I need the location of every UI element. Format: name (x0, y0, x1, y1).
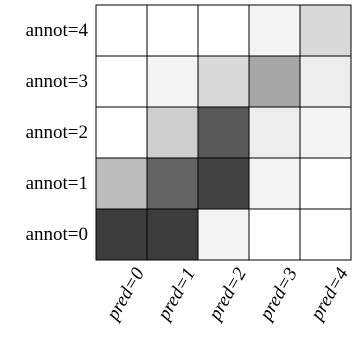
heatmap-cell-annot2-pred2 (198, 107, 249, 158)
x-tick-label: pred=0 (101, 264, 149, 326)
heatmap-cell-annot2-pred1 (147, 107, 198, 158)
x-tick-label: pred=1 (152, 264, 199, 325)
y-tick-label: annot=0 (26, 224, 88, 245)
y-tick-label: annot=1 (26, 173, 88, 194)
heatmap-cell-annot3-pred3 (249, 56, 300, 107)
heatmap-cell-annot4-pred4 (300, 5, 351, 56)
heatmap-cell-annot4-pred2 (198, 5, 249, 56)
heatmap-cell-annot4-pred1 (147, 5, 198, 56)
heatmap-cell-annot3-pred2 (198, 56, 249, 107)
x-tick-label: pred=4 (305, 264, 353, 326)
heatmap-cell-annot1-pred2 (198, 158, 249, 209)
heatmap-cell-annot0-pred1 (147, 209, 198, 260)
heatmap-cell-annot4-pred3 (249, 5, 300, 56)
heatmap-cell-annot0-pred2 (198, 209, 249, 260)
heatmap-cell-annot3-pred1 (147, 56, 198, 107)
y-tick-label: annot=2 (26, 122, 88, 143)
heatmap-cell-annot1-pred4 (300, 158, 351, 209)
y-tick-label: annot=4 (26, 20, 89, 41)
heatmap-cell-annot0-pred4 (300, 209, 351, 260)
heatmap-cell-annot0-pred0 (96, 209, 147, 260)
heatmap-cell-annot1-pred1 (147, 158, 198, 209)
heatmap-cells (96, 5, 351, 260)
heatmap-cell-annot3-pred4 (300, 56, 351, 107)
x-tick-label: pred=2 (203, 264, 251, 326)
heatmap-cell-annot0-pred3 (249, 209, 300, 260)
heatmap-cell-annot1-pred3 (249, 158, 300, 209)
x-tick-labels: pred=0 pred=1 pred=2 pred=3 pred=4 (101, 264, 353, 326)
heatmap-cell-annot3-pred0 (96, 56, 147, 107)
heatmap-cell-annot2-pred3 (249, 107, 300, 158)
heatmap-cell-annot2-pred4 (300, 107, 351, 158)
y-tick-labels: annot=0 annot=1 annot=2 annot=3 annot=4 (26, 20, 89, 245)
y-tick-label: annot=3 (26, 71, 88, 92)
heatmap-cell-annot1-pred0 (96, 158, 147, 209)
heatmap-cell-annot4-pred0 (96, 5, 147, 56)
x-tick-label: pred=3 (254, 264, 301, 325)
heatmap-cell-annot2-pred0 (96, 107, 147, 158)
